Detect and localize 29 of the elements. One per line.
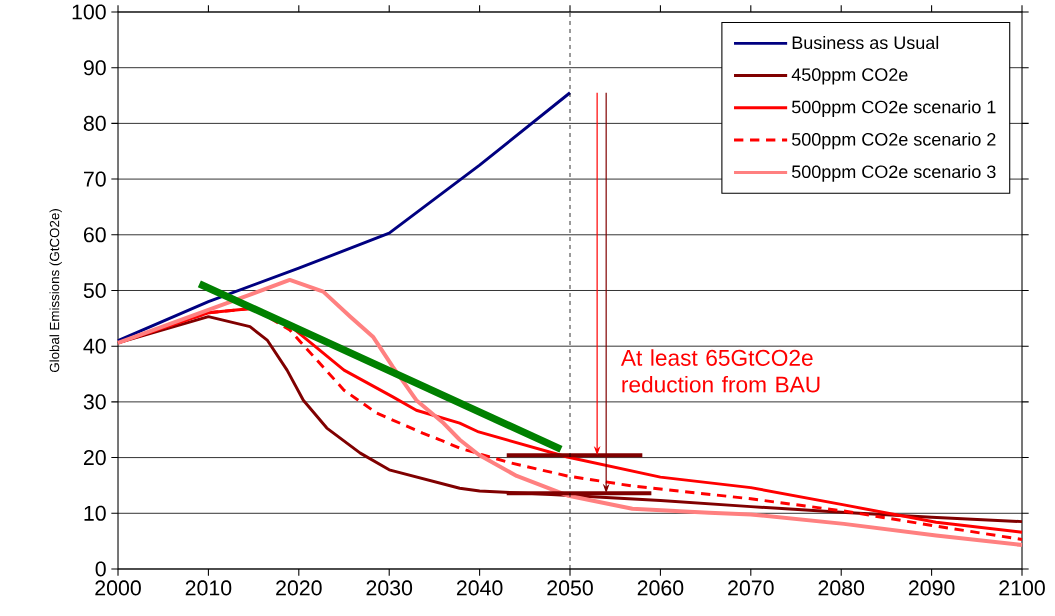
- x-tick-label: 2030: [366, 580, 413, 596]
- x-tick-label: 2000: [95, 580, 141, 596]
- x-tick-label: 2070: [728, 580, 774, 596]
- y-tick-label: 0: [95, 561, 106, 577]
- y-axis-title: Global Emissions (GtCO2e): [49, 209, 62, 373]
- x-tick-label: 2020: [276, 580, 322, 596]
- annotation: At least 65GtCO2e reduction from BAU: [620, 349, 820, 393]
- y-tick-label: 50: [83, 282, 106, 299]
- legend-label: 500ppm CO2e scenario 3: [791, 164, 996, 182]
- y-tick-label: 90: [83, 60, 106, 76]
- y-tick-label: 10: [84, 505, 106, 521]
- y-tick-label: 70: [83, 171, 106, 187]
- x-tick-label: 2040: [456, 580, 503, 596]
- y-tick-label: 20: [83, 450, 106, 466]
- y-tick-label: 40: [83, 338, 106, 354]
- x-tick-label: 2080: [818, 580, 865, 596]
- y-tick-label: 60: [83, 227, 106, 243]
- x-tick-label: 2100: [999, 580, 1045, 596]
- legend-label: 450ppm CO2e: [791, 68, 908, 85]
- legend-label: 500ppm CO2e scenario 1: [791, 100, 996, 117]
- x-tick-label: 2090: [908, 580, 955, 596]
- y-tick-label: 80: [83, 115, 106, 131]
- x-tick-label: 2060: [637, 580, 684, 596]
- legend-label: 500ppm CO2e scenario 2: [791, 132, 996, 150]
- x-tick-label: 2050: [547, 580, 593, 596]
- y-tick-label: 100: [72, 4, 106, 20]
- y-tick-label: 30: [83, 394, 106, 410]
- legend-label: Business as Usual: [792, 35, 939, 50]
- x-tick-label: 2010: [185, 580, 232, 596]
